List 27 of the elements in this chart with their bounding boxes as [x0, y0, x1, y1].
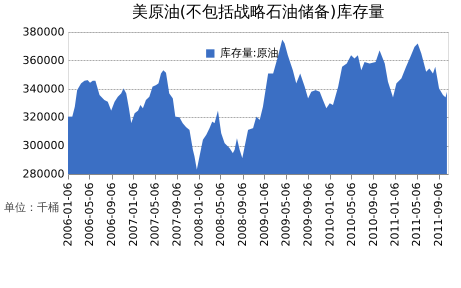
x-tick-label: 2011-09-06 [432, 182, 446, 246]
text: 单位：千桶 [4, 201, 59, 214]
legend-label: 库存量:原油 [220, 46, 279, 60]
x-tick-label: 2007-01-06 [126, 182, 140, 246]
x-tick-label: 2010-09-06 [366, 182, 380, 246]
x-tick-label: 2010-01-06 [323, 182, 336, 246]
chart-title: 美原油(不包括战略石油储备)库存量 [132, 2, 384, 21]
x-tick-label: 2009-09-06 [301, 182, 314, 246]
x-tick-label: 2008-05-06 [214, 182, 227, 246]
x-tick-label: 2009-01-06 [258, 182, 271, 246]
y-tick-label: 300000 [22, 139, 64, 152]
x-tick-label: 2008-01-06 [192, 182, 206, 246]
x-tick-label: 2008-09-06 [236, 182, 250, 246]
x-tick-label: 2011-05-06 [410, 182, 424, 246]
y-tick-label: 360000 [22, 54, 64, 67]
x-tick-label: 2011-01-06 [388, 182, 402, 246]
x-tick-label: 2006-05-06 [83, 182, 96, 246]
y-tick-label: 280000 [22, 168, 64, 180]
y-tick-label: 380000 [22, 26, 64, 38]
y-tick-label: 320000 [22, 110, 64, 124]
x-tick-label: 2006-09-06 [105, 182, 118, 246]
x-tick-label: 2007-05-06 [148, 182, 162, 246]
x-tick-label: 2007-09-06 [170, 182, 184, 246]
y-tick-label: 340000 [22, 82, 64, 96]
x-tick-label: 2006-01-06 [62, 182, 74, 246]
x-tick-label: 2010-05-06 [344, 182, 358, 246]
x-tick-label: 2009-05-06 [279, 182, 292, 246]
